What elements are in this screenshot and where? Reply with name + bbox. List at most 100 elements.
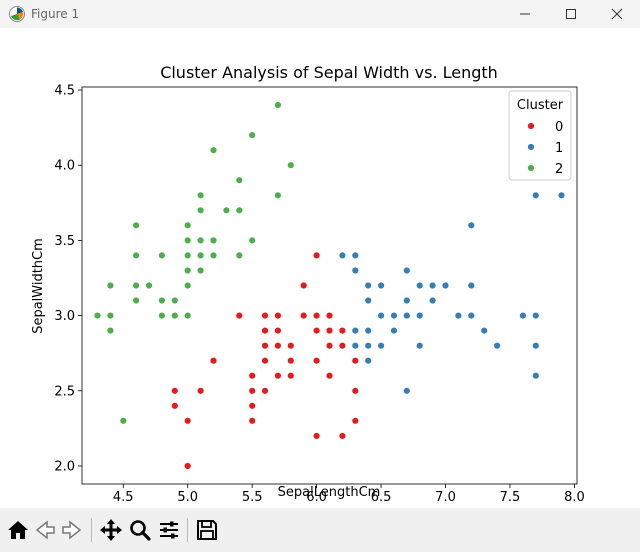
data-point (325, 342, 334, 350)
data-point (235, 206, 244, 215)
data-point (312, 432, 321, 440)
data-point (364, 281, 372, 290)
back-arrow-icon (35, 520, 55, 540)
home-icon (8, 521, 28, 539)
legend-label: 0 (555, 120, 563, 135)
data-point (184, 266, 192, 275)
close-button[interactable] (594, 0, 640, 28)
data-point (196, 266, 205, 275)
data-point (171, 311, 179, 320)
data-point (441, 281, 450, 290)
data-point (184, 417, 192, 425)
data-point (235, 251, 244, 260)
data-point (351, 326, 359, 335)
data-point (184, 462, 192, 470)
navigation-toolbar (0, 508, 640, 552)
data-point (364, 296, 372, 305)
x-axis-label: SepalLengthCm (278, 485, 381, 500)
data-point (261, 342, 269, 350)
data-point (248, 372, 256, 380)
zoom-button[interactable] (127, 517, 153, 543)
data-point (416, 342, 424, 350)
data-point (132, 251, 140, 260)
data-point (209, 357, 218, 365)
data-point (312, 326, 321, 335)
x-tick-label: 4.5 (113, 490, 134, 505)
data-point (390, 311, 398, 320)
data-point (196, 191, 205, 200)
data-point (209, 251, 218, 260)
data-point (428, 281, 437, 290)
figure-canvas: Cluster Analysis of Sepal Width vs. Leng… (0, 28, 640, 508)
data-point (261, 387, 269, 395)
data-point (184, 281, 192, 290)
configure-subplots-button[interactable] (156, 517, 182, 543)
legend-title: Cluster (517, 98, 564, 113)
home-button[interactable] (5, 517, 31, 543)
data-point (416, 281, 424, 290)
minimize-button[interactable] (502, 0, 548, 28)
maximize-button[interactable] (548, 0, 594, 28)
y-tick-label: 2.5 (54, 384, 75, 399)
close-icon (611, 8, 623, 20)
save-button[interactable] (194, 517, 220, 543)
data-point (196, 206, 205, 215)
data-point (196, 387, 205, 395)
data-point (93, 311, 102, 320)
data-point (184, 236, 192, 245)
forward-button[interactable] (59, 517, 85, 543)
data-point (428, 296, 437, 305)
data-point (196, 236, 205, 245)
data-point (403, 266, 411, 275)
data-point (106, 281, 115, 290)
toolbar-separator (187, 518, 188, 542)
data-point (132, 296, 140, 305)
data-point (196, 251, 205, 260)
x-tick-label: 8.0 (564, 490, 585, 505)
data-point (532, 372, 540, 380)
data-point (274, 101, 282, 109)
data-point (287, 161, 295, 169)
data-point (274, 326, 282, 335)
minimize-icon (520, 13, 530, 15)
forward-arrow-icon (62, 520, 82, 540)
data-point (416, 311, 424, 320)
legend-marker (527, 164, 535, 172)
data-point (274, 342, 282, 350)
x-tick-label: 7.5 (500, 490, 521, 505)
maximize-icon (566, 9, 576, 19)
data-point (351, 266, 359, 275)
data-points (93, 101, 566, 470)
data-point (184, 251, 192, 260)
plot-area (81, 86, 578, 485)
window-titlebar: Figure 1 (0, 0, 640, 28)
data-point (377, 342, 385, 350)
data-point (287, 342, 295, 350)
pan-icon (100, 519, 122, 541)
data-point (377, 281, 385, 290)
data-point (106, 311, 115, 320)
data-point (351, 417, 359, 425)
data-point (235, 311, 244, 320)
data-point (209, 236, 218, 245)
back-button[interactable] (32, 517, 58, 543)
data-point (287, 357, 295, 365)
chart-title: Cluster Analysis of Sepal Width vs. Leng… (160, 63, 498, 82)
save-icon (197, 520, 217, 540)
data-point (390, 326, 398, 335)
data-point (184, 311, 192, 320)
data-point (261, 357, 269, 365)
data-point (119, 417, 128, 425)
window-title: Figure 1 (31, 7, 80, 21)
data-point (171, 387, 179, 395)
data-point (351, 342, 359, 350)
x-tick-label: 7.0 (435, 490, 456, 505)
x-tick-label: 5.5 (242, 490, 263, 505)
data-point (338, 432, 347, 440)
legend-entries: 0 1 2 (527, 120, 563, 177)
data-point (300, 281, 308, 290)
legend-label: 2 (555, 162, 563, 177)
pan-button[interactable] (98, 517, 124, 543)
data-point (274, 191, 282, 200)
data-point (132, 281, 140, 290)
